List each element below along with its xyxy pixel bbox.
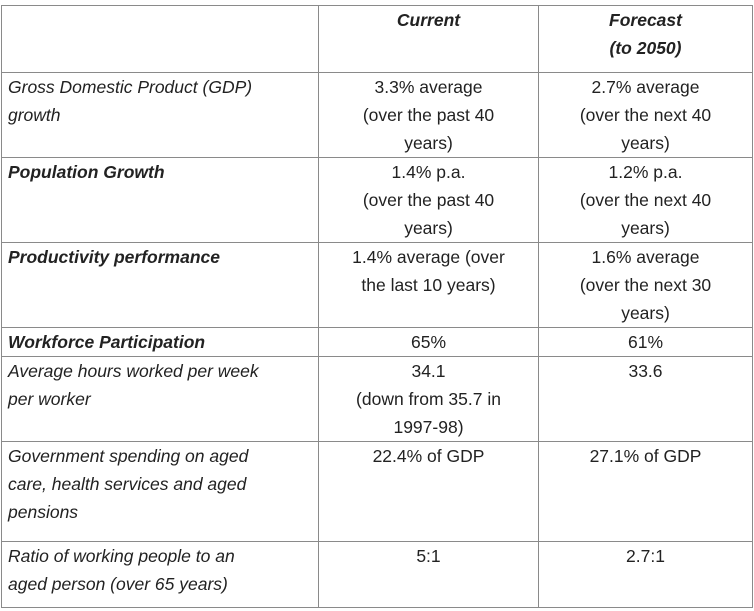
table-row: Productivity performance 1.4% average (o… <box>1 242 753 328</box>
current-value: 3.3% average (over the past 40 years) <box>318 72 539 158</box>
table-row: Population Growth 1.4% p.a. (over the pa… <box>1 157 753 243</box>
table-row: Average hours worked per week per worker… <box>1 356 753 442</box>
header-blank <box>1 5 319 73</box>
forecast-value: 61% <box>538 327 753 357</box>
header-row: Current Forecast (to 2050) <box>1 5 753 73</box>
forecast-value: 33.6 <box>538 356 753 442</box>
header-current: Current <box>318 5 539 73</box>
current-value: 1.4% average (over the last 10 years) <box>318 242 539 328</box>
current-value: 22.4% of GDP <box>318 441 539 542</box>
current-value: 1.4% p.a. (over the past 40 years) <box>318 157 539 243</box>
current-value: 5:1 <box>318 541 539 608</box>
forecast-value: 1.2% p.a. (over the next 40 years) <box>538 157 753 243</box>
forecast-value: 27.1% of GDP <box>538 441 753 542</box>
forecast-value: 2.7:1 <box>538 541 753 608</box>
row-label: Productivity performance <box>1 242 319 328</box>
current-value: 65% <box>318 327 539 357</box>
table-row: Gross Domestic Product (GDP) growth 3.3%… <box>1 72 753 158</box>
forecast-value: 1.6% average (over the next 30 years) <box>538 242 753 328</box>
table-row: Ratio of working people to an aged perso… <box>1 541 753 608</box>
row-label: Population Growth <box>1 157 319 243</box>
row-label: Average hours worked per week per worker <box>1 356 319 442</box>
forecast-value: 2.7% average (over the next 40 years) <box>538 72 753 158</box>
row-label: Government spending on aged care, health… <box>1 441 319 542</box>
row-label: Ratio of working people to an aged perso… <box>1 541 319 608</box>
row-label: Workforce Participation <box>1 327 319 357</box>
row-label: Gross Domestic Product (GDP) growth <box>1 72 319 158</box>
current-value: 34.1 (down from 35.7 in 1997-98) <box>318 356 539 442</box>
table-row: Workforce Participation 65% 61% <box>1 327 753 357</box>
forecast-table: Current Forecast (to 2050) Gross Domesti… <box>1 5 753 608</box>
table-row: Government spending on aged care, health… <box>1 441 753 542</box>
header-forecast: Forecast (to 2050) <box>538 5 753 73</box>
